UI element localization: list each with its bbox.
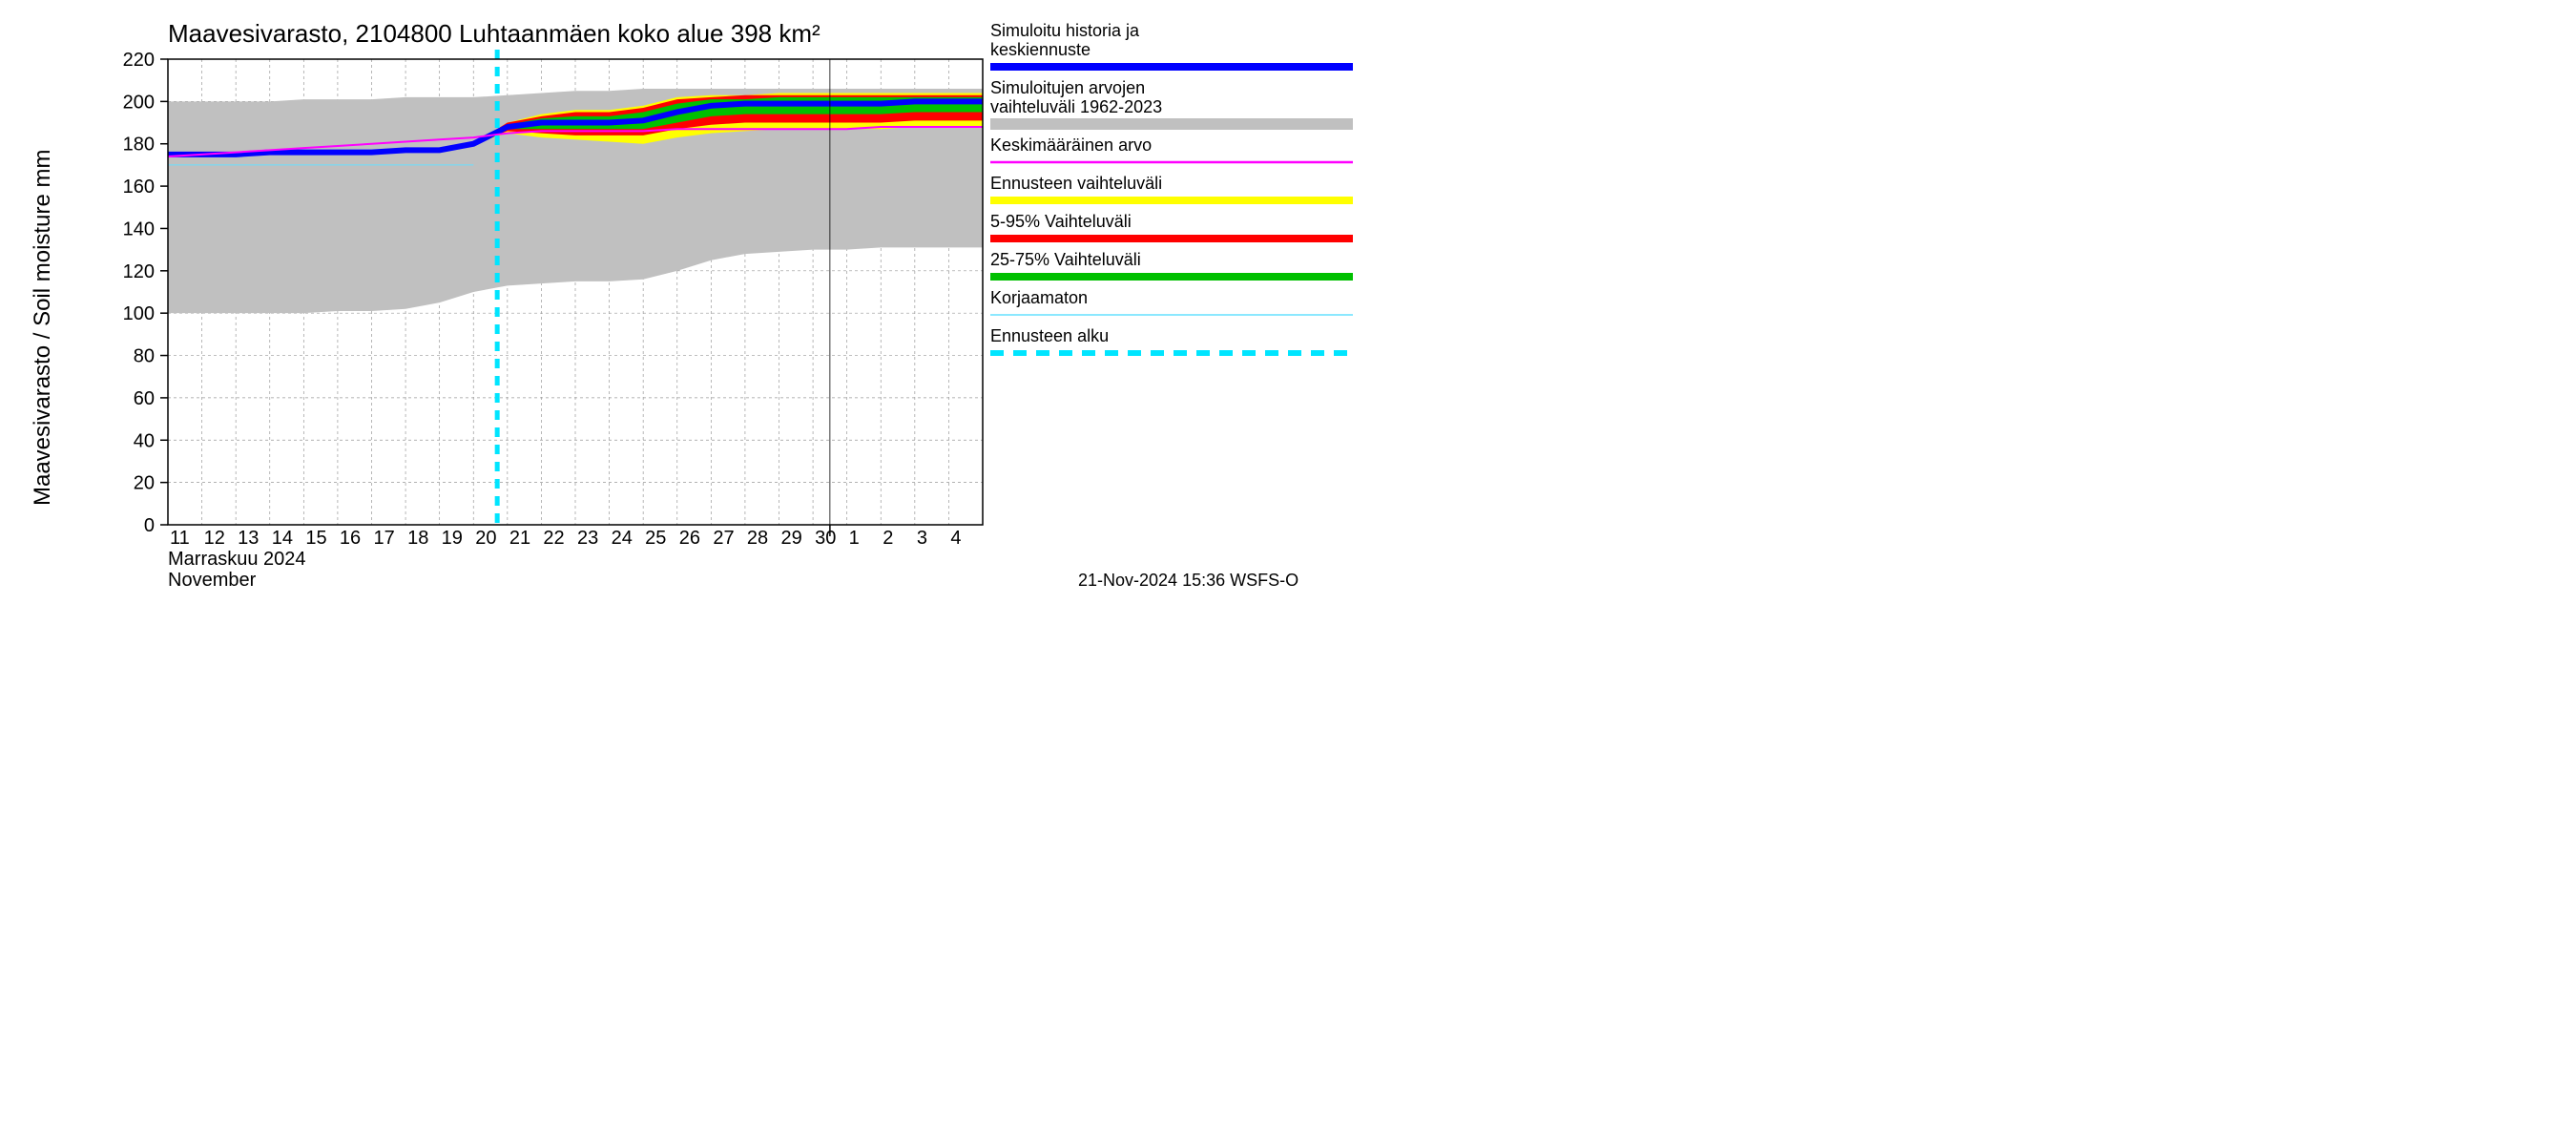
svg-text:25-75% Vaihteluväli: 25-75% Vaihteluväli [990,250,1141,269]
month-label-en: November [168,570,257,591]
svg-text:200: 200 [123,92,155,113]
svg-text:21: 21 [509,528,530,549]
svg-text:2: 2 [883,528,893,549]
svg-text:4: 4 [950,528,961,549]
svg-text:220: 220 [123,50,155,71]
svg-text:Korjaamaton: Korjaamaton [990,288,1088,307]
chart-title: Maavesivarasto, 2104800 Luhtaanmäen koko… [168,19,821,48]
svg-text:11: 11 [170,528,190,549]
svg-text:28: 28 [747,528,768,549]
plot-area: 0204060801001201401601802002201112131415… [123,50,983,549]
render-timestamp: 21-Nov-2024 15:36 WSFS-O [1078,571,1298,590]
legend: Simuloitu historia jakeskiennuste Simuloi… [990,21,1353,353]
svg-text:19: 19 [442,528,463,549]
svg-text:29: 29 [781,528,802,549]
svg-text:120: 120 [123,261,155,282]
svg-text:160: 160 [123,177,155,198]
svg-text:180: 180 [123,135,155,156]
svg-text:13: 13 [238,528,259,549]
svg-text:24: 24 [612,528,633,549]
svg-text:40: 40 [134,430,155,451]
svg-text:60: 60 [134,388,155,409]
svg-text:12: 12 [204,528,225,549]
soil-moisture-chart: Maavesivarasto / Soil moisture mm Maaves… [0,0,1374,611]
svg-text:Ennusteen alku: Ennusteen alku [990,326,1109,345]
svg-text:14: 14 [272,528,293,549]
svg-text:26: 26 [679,528,700,549]
svg-text:25: 25 [645,528,666,549]
month-label-fi: Marraskuu 2024 [168,549,306,570]
svg-text:17: 17 [374,528,395,549]
svg-text:100: 100 [123,303,155,324]
svg-text:3: 3 [917,528,927,549]
svg-text:27: 27 [713,528,734,549]
svg-text:Simuloitu historia ja: Simuloitu historia ja [990,21,1140,40]
svg-text:Ennusteen vaihteluväli: Ennusteen vaihteluväli [990,174,1162,193]
svg-text:keskiennuste: keskiennuste [990,40,1091,59]
svg-text:16: 16 [340,528,361,549]
svg-text:80: 80 [134,346,155,367]
svg-text:15: 15 [305,528,326,549]
svg-text:30: 30 [815,528,836,549]
svg-text:Keskimääräinen arvo: Keskimääräinen arvo [990,135,1152,155]
svg-text:140: 140 [123,219,155,239]
svg-text:vaihteluväli 1962-2023: vaihteluväli 1962-2023 [990,97,1162,116]
svg-text:Simuloitujen arvojen: Simuloitujen arvojen [990,78,1145,97]
svg-text:20: 20 [475,528,496,549]
svg-text:23: 23 [577,528,598,549]
y-axis-label: Maavesivarasto / Soil moisture mm [30,150,55,506]
svg-text:20: 20 [134,473,155,494]
svg-text:0: 0 [144,515,155,536]
svg-text:1: 1 [849,528,860,549]
svg-text:22: 22 [543,528,564,549]
svg-text:5-95% Vaihteluväli: 5-95% Vaihteluväli [990,212,1132,231]
svg-text:18: 18 [407,528,428,549]
